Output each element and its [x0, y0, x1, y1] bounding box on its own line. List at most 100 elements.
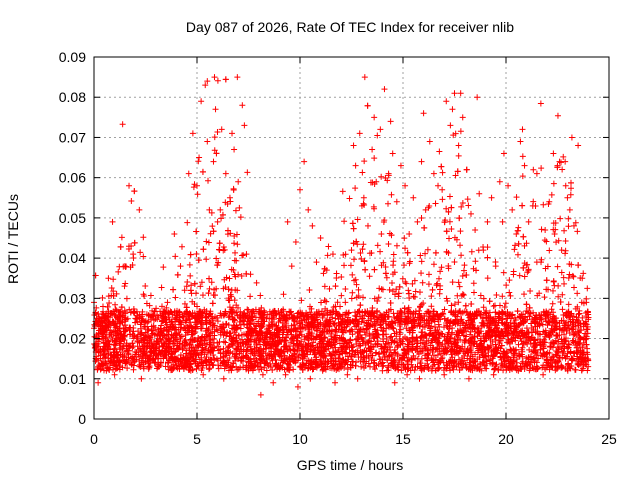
data-point: [443, 205, 450, 212]
data-point: [551, 326, 558, 333]
data-point: [106, 300, 113, 307]
data-point: [144, 319, 151, 326]
data-point: [231, 317, 238, 324]
data-point: [245, 315, 252, 322]
data-point: [371, 335, 378, 342]
data-point: [149, 307, 156, 314]
data-point: [207, 230, 214, 237]
data-point: [332, 283, 339, 290]
data-point: [283, 366, 290, 373]
data-point: [197, 283, 204, 290]
data-point: [273, 362, 280, 369]
data-point: [222, 339, 229, 346]
data-point: [332, 303, 339, 310]
data-point: [441, 364, 448, 371]
data-point: [441, 306, 448, 313]
data-point: [263, 355, 270, 362]
data-point: [190, 184, 197, 191]
data-point: [512, 242, 519, 249]
data-point: [221, 311, 228, 318]
data-point: [205, 239, 212, 246]
data-point: [152, 324, 159, 331]
data-point: [519, 360, 526, 367]
data-point: [359, 315, 366, 322]
data-point: [379, 359, 386, 366]
data-point: [227, 348, 234, 355]
data-point: [385, 200, 391, 207]
data-point: [445, 262, 452, 269]
data-point: [347, 353, 354, 360]
data-point: [389, 279, 396, 286]
data-point: [258, 366, 265, 373]
data-point: [361, 308, 368, 315]
data-point: [253, 279, 260, 286]
data-point: [247, 293, 254, 300]
data-point: [160, 355, 167, 362]
data-point: [269, 324, 276, 331]
data-point: [326, 285, 333, 292]
data-point: [211, 74, 218, 81]
data-point: [518, 311, 525, 318]
data-point: [258, 304, 265, 311]
data-points: [91, 74, 592, 398]
data-point: [362, 342, 369, 349]
data-point: [566, 271, 573, 278]
data-point: [412, 347, 419, 354]
data-point: [145, 365, 152, 372]
data-point: [549, 287, 556, 294]
data-point: [129, 261, 136, 268]
data-point: [366, 337, 373, 344]
data-point: [567, 179, 574, 186]
data-point: [147, 292, 154, 299]
data-point: [112, 338, 119, 345]
data-point: [418, 270, 425, 277]
data-point: [286, 367, 293, 374]
data-point: [438, 355, 445, 362]
data-point: [456, 283, 463, 290]
data-point: [443, 228, 450, 235]
data-point: [381, 343, 388, 350]
data-point: [432, 249, 439, 256]
data-point: [540, 308, 547, 315]
data-point: [569, 337, 576, 344]
data-point: [426, 202, 433, 209]
data-point: [455, 152, 462, 159]
data-point: [531, 358, 538, 365]
data-point: [567, 318, 574, 325]
data-point: [567, 349, 574, 356]
data-point: [451, 301, 458, 308]
data-point: [201, 306, 208, 313]
data-point: [422, 344, 429, 351]
data-point: [361, 257, 368, 264]
data-point: [428, 293, 435, 300]
data-point: [320, 355, 327, 362]
data-point: [320, 270, 327, 277]
data-point: [520, 264, 527, 271]
data-point: [565, 322, 572, 329]
data-point: [162, 311, 169, 318]
data-point: [418, 355, 425, 362]
data-point: [546, 247, 553, 254]
data-point: [241, 310, 248, 317]
data-point: [382, 320, 389, 327]
data-point: [516, 353, 523, 360]
data-point: [245, 307, 252, 314]
data-point: [352, 185, 359, 192]
data-point: [515, 341, 522, 348]
data-point: [467, 367, 474, 374]
data-point: [91, 323, 98, 330]
data-point: [409, 280, 416, 287]
data-point: [226, 313, 233, 320]
data-point: [568, 185, 575, 192]
data-point: [140, 363, 147, 370]
data-point: [320, 344, 327, 351]
data-point: [194, 191, 201, 198]
data-point: [451, 336, 458, 343]
data-point: [338, 321, 345, 328]
data-point: [377, 321, 384, 328]
data-point: [151, 308, 158, 315]
data-point: [354, 216, 361, 223]
data-point: [211, 292, 218, 299]
data-point: [225, 314, 232, 321]
data-point: [226, 333, 233, 340]
